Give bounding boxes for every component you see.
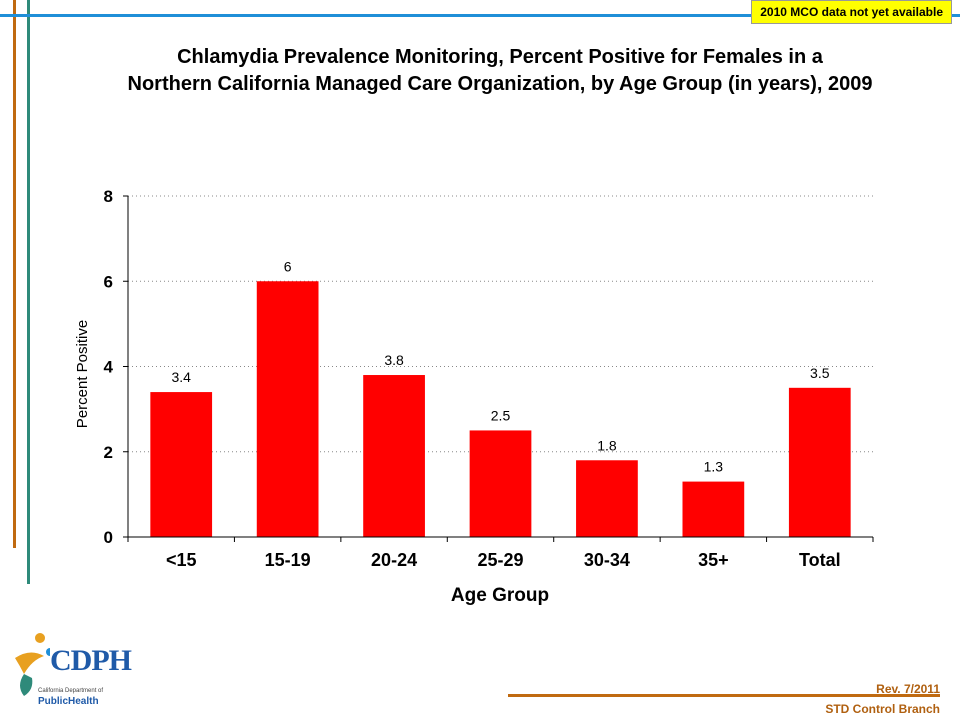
data-label: 3.4: [171, 369, 191, 385]
bar: [682, 481, 745, 537]
bars: [150, 281, 851, 537]
left-teal-line: [27, 0, 30, 584]
y-tick-label: 4: [104, 358, 114, 377]
data-labels: 3.4 6 3.8 2.5 1.8 1.3 3.5: [171, 258, 829, 474]
data-label: 2.5: [491, 407, 511, 423]
logo-wordmark: CDPH: [50, 644, 132, 677]
y-tick-label: 0: [104, 528, 113, 547]
data-label: 3.8: [384, 352, 404, 368]
data-notice-badge: 2010 MCO data not yet available: [751, 0, 952, 24]
chart-title: Chlamydia Prevalence Monitoring, Percent…: [30, 44, 960, 98]
bar: [788, 387, 851, 537]
data-label: 1.8: [597, 437, 617, 453]
x-tick-label: 15-19: [265, 550, 311, 570]
data-label: 1.3: [704, 459, 724, 475]
bar: [576, 460, 638, 537]
branch-name: STD Control Branch: [825, 702, 940, 716]
bar: [256, 281, 319, 537]
y-tick-label: 6: [104, 272, 113, 291]
cdph-logo: CDPH California Department of PublicHeal…: [10, 630, 132, 715]
chart-title-line-1: Chlamydia Prevalence Monitoring, Percent…: [177, 46, 823, 68]
y-tick-label: 8: [104, 187, 113, 206]
bar: [363, 375, 425, 537]
x-tick-label: 35+: [698, 550, 729, 570]
chart-title-line-2: Northern California Managed Care Organiz…: [127, 73, 873, 95]
y-axis-label: Percent Positive: [74, 320, 91, 428]
data-label: 3.5: [810, 365, 830, 381]
revision-date: Rev. 7/2011: [876, 682, 940, 696]
data-label: 6: [284, 258, 292, 274]
x-tick-label: 30-34: [584, 550, 630, 570]
logo-subtitle: California Department of: [38, 688, 104, 694]
top-blue-line: [0, 14, 960, 17]
x-tick-label: <15: [166, 550, 197, 570]
x-tick-label: Total: [799, 550, 841, 570]
logo-public: Public: [38, 696, 69, 707]
logo-health: Health: [68, 696, 99, 707]
x-tick-label: 20-24: [371, 550, 417, 570]
left-orange-line: [13, 0, 16, 548]
logo-public-health: PublicHealth: [38, 696, 99, 707]
y-tick-label: 2: [104, 443, 113, 462]
bar: [469, 430, 532, 537]
x-axis-label: Age Group: [451, 585, 549, 606]
axes: 0 2 4 6 8 <15 15-19 20-24 25-29 30-34 35+ Total: [104, 187, 874, 570]
bar: [150, 392, 213, 537]
x-tick-label: 25-29: [477, 550, 523, 570]
logo-figure-icon: [15, 633, 50, 696]
bottom-orange-line: [508, 694, 940, 697]
